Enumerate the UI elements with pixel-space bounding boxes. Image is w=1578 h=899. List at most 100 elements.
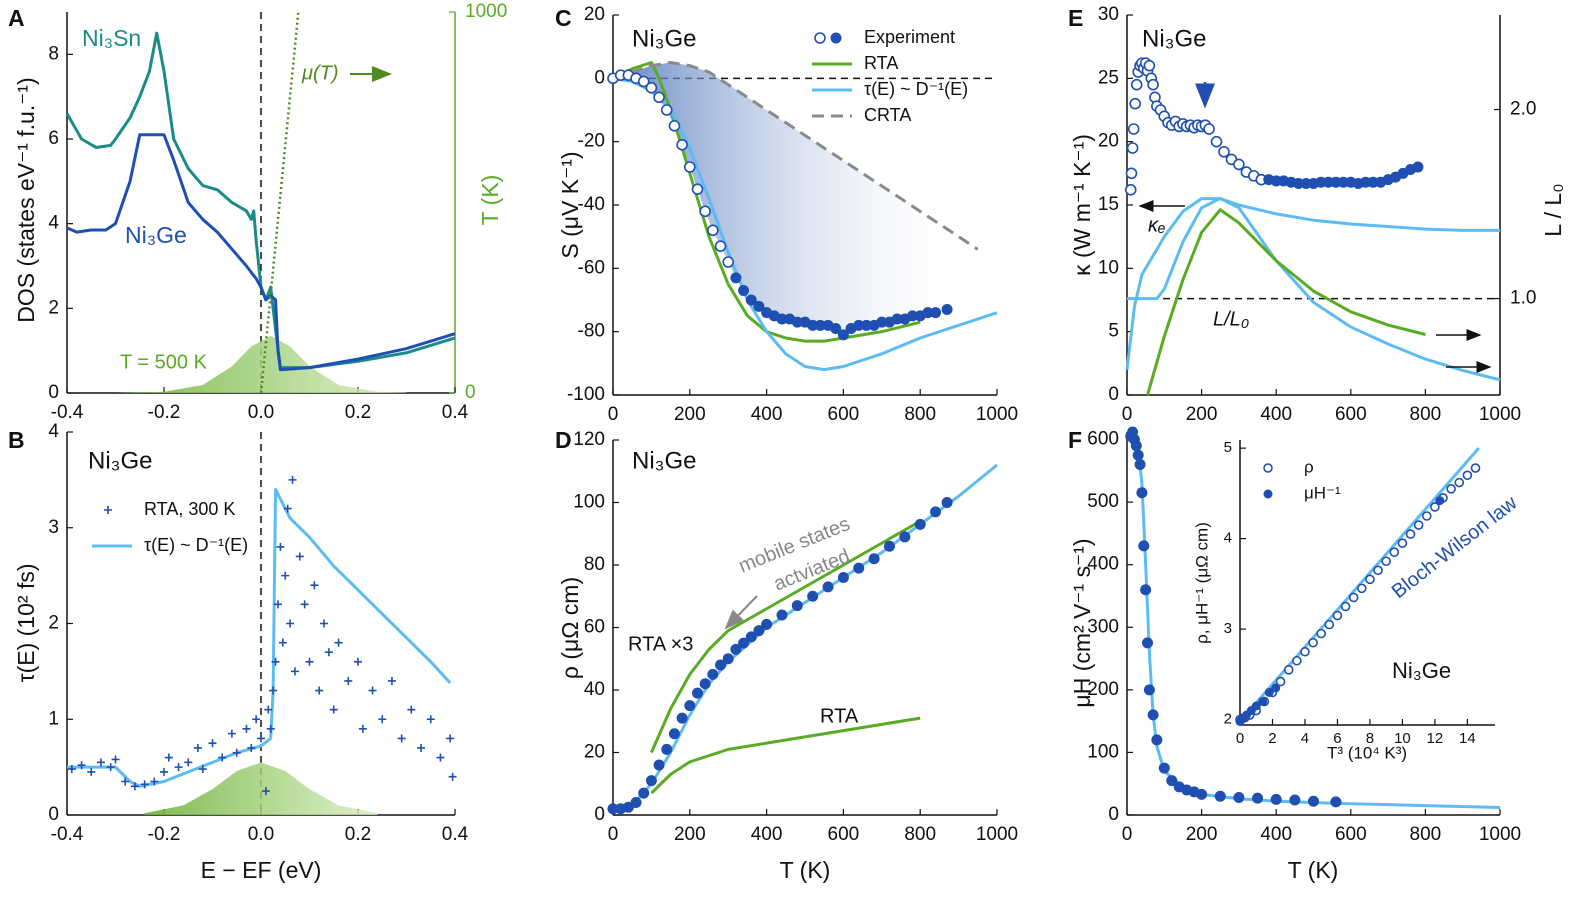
marker [868,553,880,565]
marker [1142,637,1154,649]
line [66,133,456,372]
cross-marker [358,724,367,733]
open-marker [1292,655,1302,666]
open-marker [1300,646,1310,657]
arrow [724,595,758,630]
open-marker [1430,502,1440,512]
marker [1214,790,1226,802]
marker [883,540,895,552]
curve-label: Ni₃Ge [125,222,187,248]
open-marker [1332,610,1343,621]
plot-label: Ni₃Ge [1142,25,1206,52]
marker [1158,762,1170,774]
y-tick-label: 400 [1087,554,1119,575]
x-tick-label: 800 [904,404,936,425]
marker [745,631,757,643]
cross-marker [446,734,455,743]
x-tick-label: -0.4 [51,824,84,845]
panel: 0 200 400 600 800 1000 -100 -80 -60 -40 -20 0 20 C Ni₃… [555,4,1018,425]
marker [707,668,719,680]
y-tick-label: 15 [1098,194,1119,215]
x-tick-label: 600 [828,824,860,845]
x-tick-label: -0.2 [148,824,181,845]
panel-letter: E [1068,5,1083,31]
open-marker [1124,184,1137,196]
panel-letter: D [555,427,572,453]
marker [837,572,849,583]
legend-label: μH⁻¹ [1304,483,1341,502]
marker [941,497,953,508]
cross-marker [218,753,227,762]
y2-axis-label: L / L₀ [1540,183,1566,236]
cross-marker [378,715,387,724]
marker [1136,487,1148,499]
window-area [144,762,378,815]
cross-marker [150,777,159,786]
cross-marker [273,600,282,609]
plot-label: Ni₃Ge [632,447,696,474]
open-marker [1147,78,1159,91]
marker [1308,795,1319,807]
marker [730,272,742,284]
open-marker [814,32,826,44]
cross-marker [329,705,338,714]
y-tick-label: 20 [584,4,605,25]
cross-marker [227,729,236,738]
open-marker [1454,477,1465,488]
open-marker [1143,59,1156,72]
annotation: κₑ [1148,214,1166,236]
shading [613,62,978,335]
x-tick-label: 200 [1186,404,1218,425]
marker [807,590,819,602]
legend-label: τ(E) ~ D⁻¹(E) [144,535,248,555]
y2-tick-label: 0 [465,382,476,403]
panel: 0 200 400 600 800 10000100200300400500600FμH … [1068,426,1521,883]
open-marker [1283,665,1294,675]
x-axis-label: T (K) [1288,857,1339,883]
cross-marker [164,753,173,762]
cross-marker [288,475,297,484]
x-tick-label: 0.0 [248,402,274,423]
cross-marker [208,739,217,748]
marker [1270,793,1282,805]
open-marker [1316,628,1327,639]
x-tick-label: 200 [674,404,706,425]
open-marker [707,224,719,237]
marker [638,787,650,799]
marker [899,531,911,543]
cross-marker [247,743,256,752]
y-tick-label: 20 [584,742,605,763]
x-tick-label: 14 [1459,730,1476,747]
open-marker [1413,520,1424,530]
x-tick-label: 1000 [976,824,1018,845]
y-tick-label: -20 [578,131,605,152]
y-tick-label: 4 [48,421,59,442]
open-marker [691,183,704,195]
y-tick-label: 3 [1224,620,1232,637]
y-tick-label: 25 [1098,67,1119,88]
y-tick-label: 4 [1224,530,1232,547]
plot-label: Ni₃Ge [632,25,696,52]
legend-label: ρ [1304,457,1314,476]
panel-letter: C [555,5,572,31]
open-marker [699,205,711,218]
curve-label: RTA [820,705,859,727]
x-tick-label: 400 [751,824,783,845]
x-tick-label: 1000 [976,404,1018,425]
marker [853,562,865,574]
open-marker [1126,142,1139,154]
marker [691,687,703,699]
legend-label: τ(E) ~ D⁻¹(E) [864,79,968,99]
y-tick-label: -40 [578,194,605,215]
y-tick-label: 0 [48,382,59,403]
panel: 0 200 400 600 800 1000 0 5 10 15 20 25 30 1.0 2.0 E Ni₃G… [1068,4,1566,425]
marker [907,310,919,322]
x-tick-label: 4 [1301,730,1309,747]
marker [738,637,750,649]
curve-label: RTA ×3 [628,633,693,655]
y-tick-label: 60 [584,617,605,638]
line [67,487,452,788]
cross-marker [448,772,457,781]
x-tick-label: -0.2 [148,402,181,423]
